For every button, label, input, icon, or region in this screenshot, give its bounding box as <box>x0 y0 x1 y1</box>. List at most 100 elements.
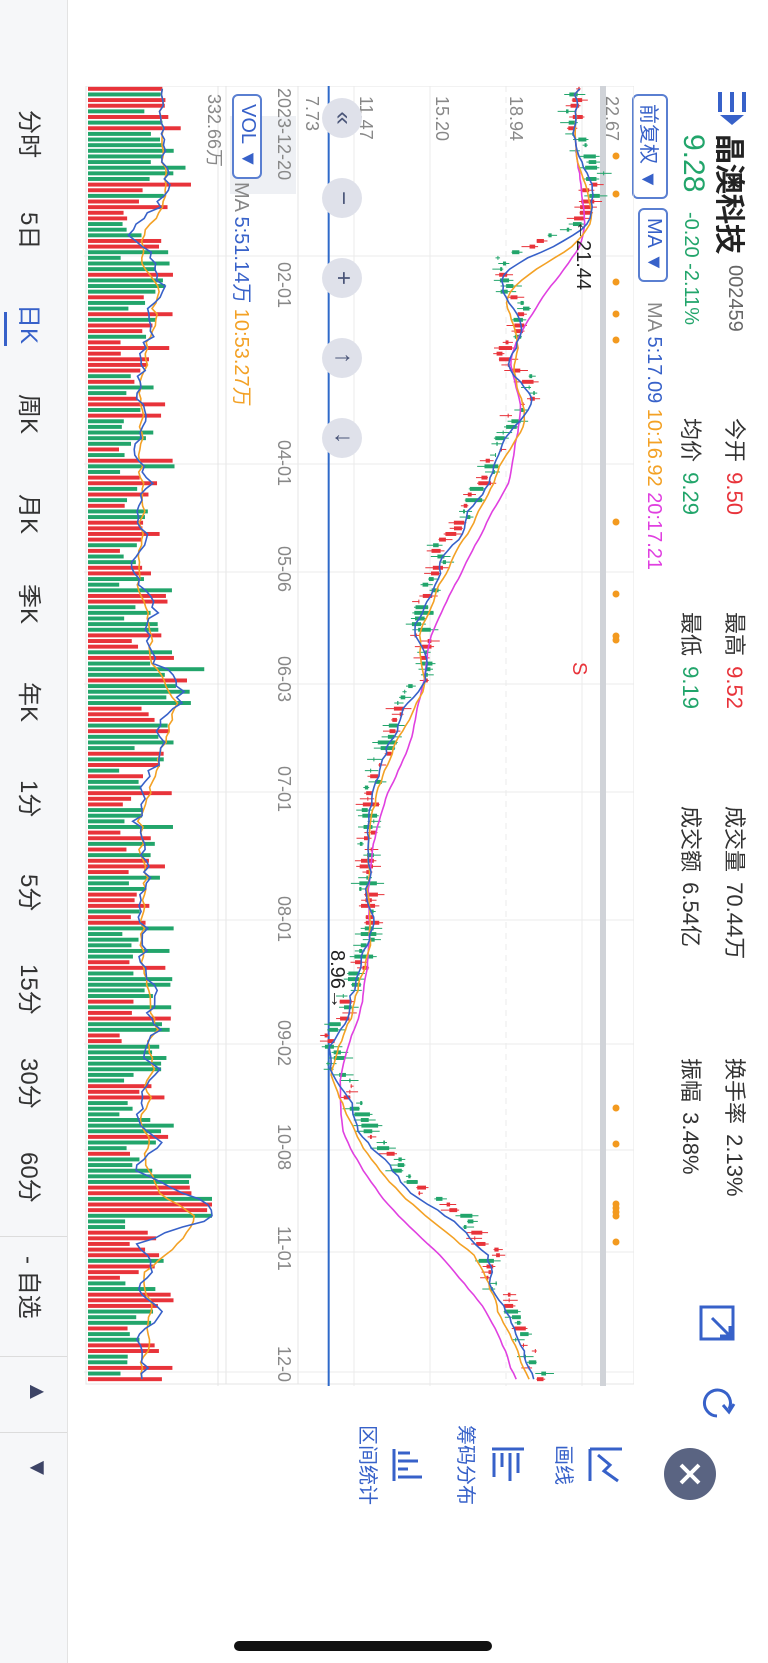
close-button[interactable] <box>664 1448 716 1500</box>
volume-bar <box>88 779 139 784</box>
candle-body <box>494 1247 499 1252</box>
stat-amount: 成交额 6.54亿 <box>676 806 708 947</box>
chart-frame <box>85 86 634 1385</box>
ma-select[interactable]: MA ▼ <box>638 208 668 283</box>
tab-30min[interactable]: 30分 <box>15 1058 42 1109</box>
tab-15min[interactable]: 15分 <box>15 964 42 1015</box>
volume-bar <box>88 334 147 339</box>
candle-body <box>481 475 488 480</box>
date-label: 06-03 <box>274 656 294 703</box>
stat-turnover: 换手率 2.13% <box>720 1058 752 1197</box>
volume-bar <box>88 560 136 565</box>
range-stats-label: 区间统计 <box>356 1425 378 1505</box>
tab-5min[interactable]: 5分 <box>15 874 42 912</box>
volume-bar <box>88 289 156 294</box>
candle-body <box>408 1174 411 1179</box>
candle-body <box>445 531 457 536</box>
tab-quarterly-k[interactable]: 季K <box>15 584 42 625</box>
stat-volume-label: 成交量 <box>722 806 747 873</box>
chip-distribution-tool[interactable]: 筹码分布 <box>453 1410 530 1520</box>
candle-body <box>471 1230 483 1235</box>
volume-bar <box>88 740 174 745</box>
tab-60min[interactable]: 60分 <box>15 1152 42 1203</box>
volume-bar <box>88 1202 212 1207</box>
stat-volume: 成交量 70.44万 <box>720 806 752 959</box>
volume-bar <box>87 678 187 683</box>
candle-body <box>388 723 398 728</box>
next-stock-icon[interactable]: ▼ <box>24 1456 51 1480</box>
signal-dot <box>612 336 620 344</box>
candle-body <box>585 165 598 170</box>
volume-bar <box>88 1061 162 1066</box>
expand-icon[interactable] <box>696 1302 738 1344</box>
kline-chart[interactable] <box>84 86 634 1386</box>
volume-bar <box>88 543 137 548</box>
scroll-down-button[interactable]: ↓ <box>322 418 362 458</box>
volume-bar <box>87 875 160 880</box>
candle-body <box>536 1377 544 1382</box>
volume-bar <box>88 368 141 373</box>
refresh-icon[interactable] <box>696 1382 738 1424</box>
volume-bar <box>88 960 130 965</box>
volume-bar <box>88 498 128 503</box>
tab-yearly-k[interactable]: 年K <box>15 682 42 723</box>
candle-body <box>359 948 363 953</box>
volume-bar <box>87 441 132 446</box>
active-tab-indicator <box>4 312 7 346</box>
volume-bar <box>88 306 129 311</box>
menu-icon[interactable] <box>712 88 752 128</box>
candle-body <box>572 222 582 227</box>
tab-fenshi[interactable]: 分时 <box>15 110 42 158</box>
adjust-select[interactable]: 前复权 ▼ <box>632 94 668 200</box>
candle-body <box>568 120 577 125</box>
volume-bar <box>88 424 122 429</box>
volume-bar <box>87 1022 162 1027</box>
volume-bar <box>88 86 163 91</box>
tab-daily-k[interactable]: 日K <box>15 304 42 345</box>
volume-bar <box>87 1039 122 1044</box>
y-tick-5: 7.73 <box>302 96 322 132</box>
volume-bar <box>88 1067 162 1072</box>
volume-bar <box>88 312 173 317</box>
volume-bar <box>87 1365 173 1370</box>
tab-5day[interactable]: 5日 <box>15 212 42 250</box>
candle-body <box>342 994 344 998</box>
candle-body <box>436 1196 443 1201</box>
zoom-in-button[interactable]: + <box>322 258 362 298</box>
draw-tool[interactable]: 画线 <box>551 1410 628 1520</box>
range-stats-tool[interactable]: 区间统计 <box>355 1410 432 1520</box>
nav-first-button[interactable]: « <box>322 98 362 138</box>
volume-bar <box>87 684 176 689</box>
home-indicator[interactable] <box>234 1641 492 1651</box>
candle-body <box>327 1061 329 1066</box>
quote-header: 晶澳科技 002459 9.28 -0.20 -2.11% 今开 9.50 均价… <box>648 0 768 1663</box>
volume-bar <box>87 864 165 869</box>
scroll-up-button[interactable]: ↑ <box>322 338 362 378</box>
candle-body <box>363 836 369 841</box>
vol-select[interactable]: VOL ▼ <box>232 94 262 179</box>
volume-bar <box>87 655 174 660</box>
volume-bar <box>87 768 120 773</box>
tab-monthly-k[interactable]: 月K <box>15 494 42 535</box>
volume-bar <box>87 402 166 407</box>
volume-bar <box>88 746 135 751</box>
candle-body <box>354 1112 370 1117</box>
tab-1min[interactable]: 1分 <box>15 780 42 818</box>
volume-bar <box>88 830 121 835</box>
volume-bar <box>87 802 123 807</box>
volume-bar <box>87 1129 162 1134</box>
volume-bar <box>87 1292 171 1297</box>
volume-bar <box>87 785 142 790</box>
watchlist-button[interactable]: - 自选 <box>15 1256 42 1319</box>
tab-weekly-k[interactable]: 周K <box>15 394 42 435</box>
volume-bar <box>88 346 170 350</box>
stat-amount-label: 成交额 <box>678 806 703 873</box>
candle-body <box>370 768 372 773</box>
volume-bar <box>87 909 140 914</box>
prev-stock-icon[interactable]: ▲ <box>24 1380 51 1404</box>
volume-bar <box>88 548 120 553</box>
zoom-out-button[interactable]: − <box>322 178 362 218</box>
volume-bar <box>87 1281 126 1286</box>
volume-bar <box>87 419 124 424</box>
volume-bar <box>88 109 145 114</box>
